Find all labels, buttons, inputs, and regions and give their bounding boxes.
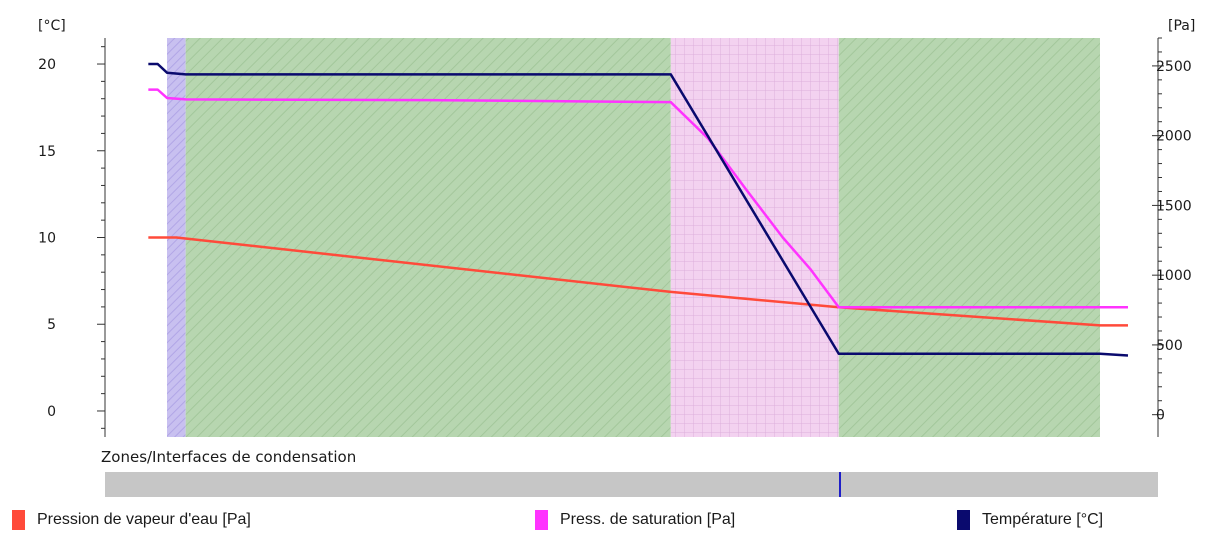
series-line-3	[148, 236, 1128, 327]
legend-item-saturation: Press. de saturation [Pa]	[535, 510, 735, 530]
left-tick-label: 0	[47, 404, 56, 420]
series-line-1	[148, 62, 1129, 357]
legend-item-temperature: Température [°C]	[957, 510, 1103, 530]
right-axis-unit: [Pa]	[1168, 18, 1195, 34]
left-axis-unit: [°C]	[38, 18, 66, 34]
right-tick-label: 0	[1156, 408, 1165, 424]
tick-marks: 0 5 10 15 20 0 500 1000 1500 2000 2500	[38, 37, 1192, 429]
condensation-marker	[838, 472, 841, 497]
legend-label-saturation: Press. de saturation [Pa]	[560, 511, 736, 528]
right-tick-label: 1000	[1156, 268, 1192, 284]
left-tick-label: 5	[47, 317, 56, 333]
legend-swatch-saturation	[535, 510, 548, 530]
layer-2	[185, 38, 671, 437]
legend-swatch-temperature	[957, 510, 970, 530]
left-tick-label: 20	[38, 57, 56, 73]
right-tick-label: 2000	[1156, 129, 1192, 145]
chart-area: [°C] [Pa] 0 5 10 15 20 0 500 1000 1500 2000 2500	[38, 18, 1195, 437]
left-tick-label: 15	[38, 144, 56, 160]
condensation-zones-label: Zones/Interfaces de condensation	[101, 448, 357, 466]
layer-4	[838, 38, 1100, 437]
right-tick-label: 1500	[1156, 198, 1192, 214]
right-tick-label: 500	[1156, 338, 1183, 354]
material-layers	[167, 38, 1100, 437]
legend-label-vapour: Pression de vapeur d'eau [Pa]	[37, 511, 251, 528]
legend-swatch-vapour	[12, 510, 25, 530]
condensation-zones-bar	[105, 472, 1158, 497]
series-lines	[148, 62, 1129, 357]
layer-3	[670, 38, 839, 437]
left-tick-label: 10	[38, 231, 56, 247]
legend-label-temperature: Température [°C]	[982, 511, 1104, 528]
right-tick-label: 2500	[1156, 59, 1192, 75]
legend-item-vapour: Pression de vapeur d'eau [Pa]	[12, 510, 251, 530]
